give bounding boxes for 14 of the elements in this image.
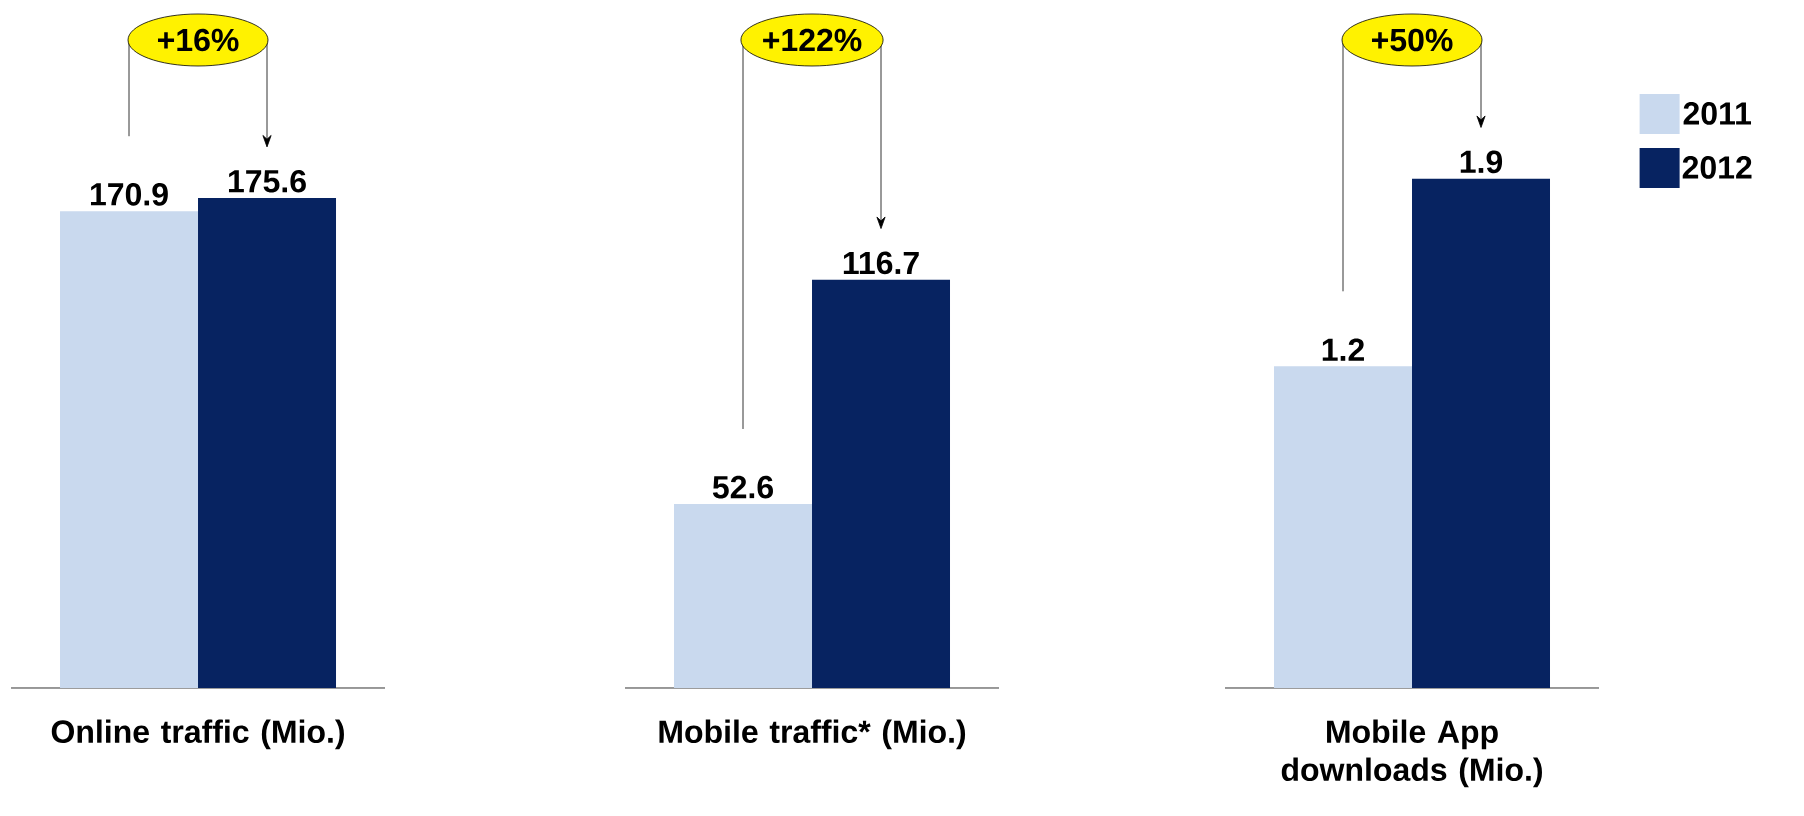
data-label: 1.9: [1460, 150, 1503, 174]
data-label: 52.6: [712, 475, 773, 499]
text: +50%: [1371, 28, 1453, 52]
text: +122%: [763, 28, 862, 52]
text: +16%: [158, 28, 239, 52]
legend-label: 2012: [1682, 156, 1752, 179]
x-axis-title: Online traffic (Mio.): [51, 719, 344, 750]
data-label: 116.7: [843, 251, 919, 275]
data-label: 175.6: [228, 169, 306, 193]
x-axis-title: Mobile App downloads (Mio.): [1281, 719, 1542, 788]
data-label: 1.2: [1322, 338, 1364, 361]
x-axis-title: Mobile traffic* (Mio.): [659, 719, 966, 750]
data-label: 170.9: [90, 183, 168, 206]
legend-label: 2011: [1683, 102, 1752, 125]
